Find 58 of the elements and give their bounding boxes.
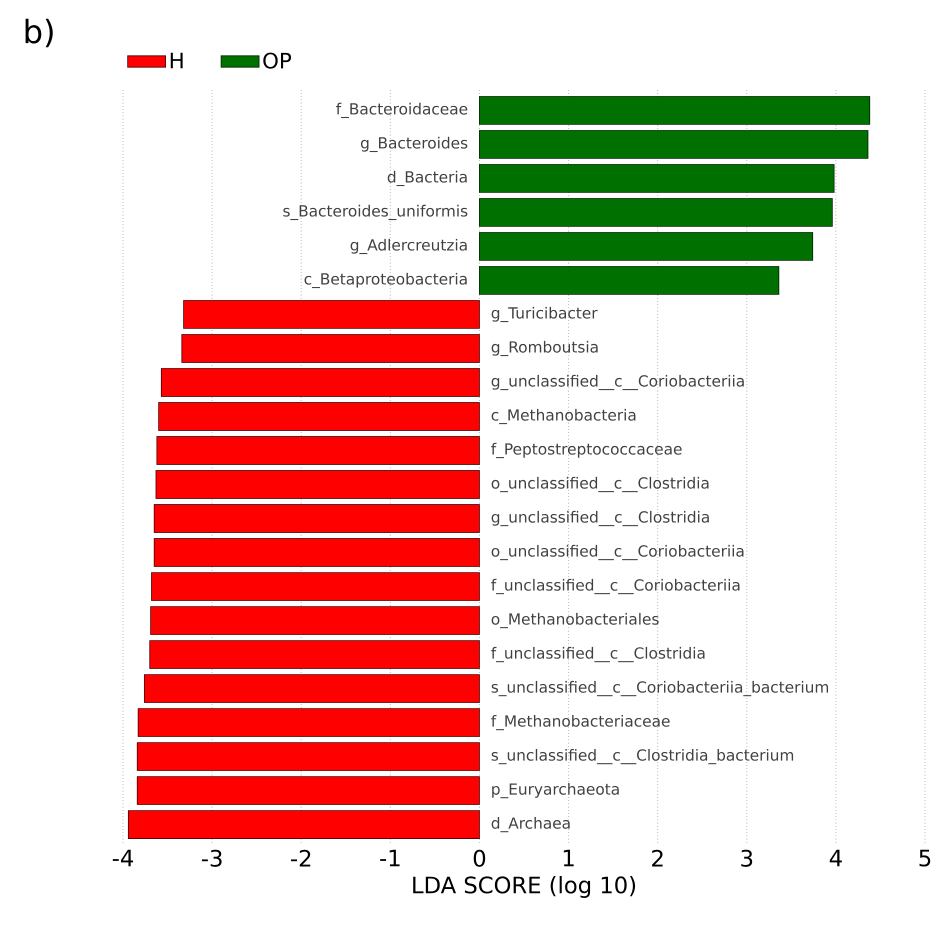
bar xyxy=(154,504,480,533)
bar xyxy=(479,232,814,261)
bar xyxy=(136,742,480,771)
bar xyxy=(154,538,480,567)
bar xyxy=(149,640,480,669)
y-tick-label: g_Bacteroides xyxy=(360,136,468,152)
y-tick-label: g_Turicibacter xyxy=(492,306,598,322)
y-tick-label: o_unclassified__c__Clostridia xyxy=(492,476,708,492)
x-tick-label: 3 xyxy=(741,850,752,867)
y-tick-label: s_unclassified__c__Coriobacteriia_bacterium xyxy=(492,680,828,696)
bar xyxy=(183,300,480,329)
bar xyxy=(160,368,480,397)
y-tick-label: g_unclassified__c__Clostridia xyxy=(492,510,709,526)
y-tick-label: f_Bacteroidaceae xyxy=(336,102,468,118)
y-tick-label: c_Methanobacteria xyxy=(492,408,636,424)
y-tick-label: d_Bacteria xyxy=(388,170,467,186)
x-tick-label: -2 xyxy=(291,850,310,867)
legend-label: OP xyxy=(263,52,292,69)
y-tick-label: s_unclassified__c__Clostridia_bacterium xyxy=(492,748,794,764)
y-tick-label: d_Archaea xyxy=(492,816,570,832)
x-tick-label: 2 xyxy=(652,850,663,867)
y-tick-label: g_unclassified__c__Coriobacteriia xyxy=(492,374,744,390)
bar xyxy=(156,470,480,499)
y-tick-label: f_Methanobacteriaceae xyxy=(491,714,670,730)
bar xyxy=(479,96,870,125)
y-tick-label: f_Peptostreptococcaceae xyxy=(491,442,682,458)
bar xyxy=(479,130,868,159)
x-axis-title: LDA SCORE (log 10) xyxy=(413,876,636,898)
x-tick-label: 5 xyxy=(920,850,930,867)
bar xyxy=(479,198,833,227)
bar xyxy=(151,572,480,601)
bar xyxy=(156,436,480,465)
x-tick-label: -4 xyxy=(112,850,134,866)
bar xyxy=(128,810,480,839)
legend-label: H xyxy=(170,52,183,68)
bar xyxy=(479,164,834,193)
x-tick-label: -1 xyxy=(380,850,400,866)
bar xyxy=(158,402,480,431)
bar xyxy=(144,674,480,703)
bar xyxy=(181,334,480,363)
chart-title: b) xyxy=(26,18,53,48)
x-tick-label: -3 xyxy=(202,850,222,867)
bar xyxy=(138,708,480,737)
y-tick-label: c_Betaproteobacteria xyxy=(304,272,467,288)
y-tick-label: s_Bacteroides_uniformis xyxy=(283,204,468,220)
y-tick-label: f_unclassified__c__Coriobacteriia xyxy=(491,578,740,594)
y-tick-label: g_Adlercreutzia xyxy=(350,238,467,254)
y-tick-label: f_unclassified__c__Clostridia xyxy=(491,646,705,662)
bar xyxy=(150,606,480,635)
x-tick-label: 4 xyxy=(830,850,842,866)
x-tick-label: 0 xyxy=(474,850,486,867)
x-tick-label: 1 xyxy=(564,850,574,866)
y-tick-label: o_Methanobacteriales xyxy=(492,612,659,628)
y-tick-label: g_Romboutsia xyxy=(492,340,598,356)
y-tick-label: p_Euryarchaeota xyxy=(492,782,619,798)
bar xyxy=(479,266,780,295)
y-tick-label: o_unclassified__c__Coriobacteriia xyxy=(492,544,744,560)
bar xyxy=(136,776,480,805)
